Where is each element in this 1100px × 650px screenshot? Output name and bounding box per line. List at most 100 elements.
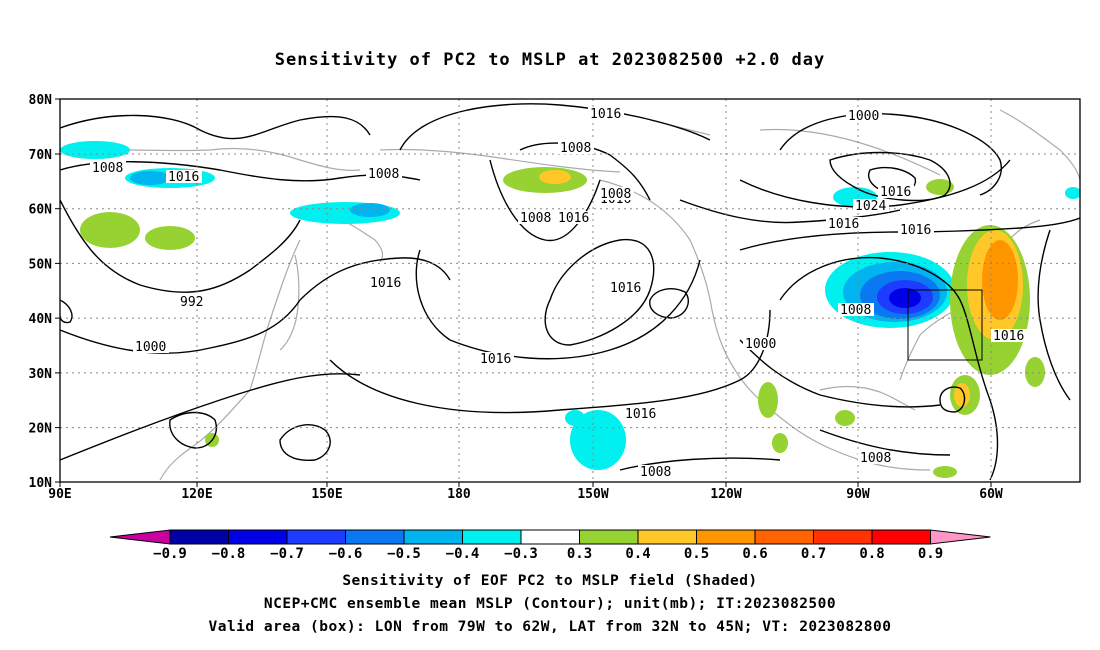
contour-label: 1016: [828, 217, 859, 232]
contour-label: 1000: [745, 337, 776, 352]
lon-tick-label: 90E: [48, 487, 71, 502]
colorbar-label: 0.9: [918, 546, 943, 562]
contour-label-bg: [898, 223, 934, 236]
contour-label: 1016: [625, 407, 656, 422]
chart-title: Sensitivity of PC2 to MSLP at 2023082500…: [274, 50, 826, 70]
contour-label-bg: [608, 281, 644, 294]
lat-tick-label: 40N: [29, 312, 53, 327]
colorbar-swatch: [696, 529, 756, 545]
colorbar-swatch: [813, 529, 873, 545]
colorbar-swatch: [637, 529, 697, 545]
contour-label: 1008: [600, 187, 631, 202]
contour-label-bg: [588, 107, 624, 120]
contour-label: 1008: [92, 161, 123, 176]
colorbar-swatch: [754, 529, 814, 545]
lon-tick-label: 120E: [181, 487, 212, 502]
lat-tick-label: 80N: [29, 93, 53, 108]
contour-label-bg: [853, 199, 889, 212]
contour-label-bg: [166, 170, 202, 183]
lat-tick-label: 30N: [29, 367, 53, 382]
colorbar-label: −0.5: [387, 546, 421, 562]
contour-label: 1008: [520, 211, 551, 226]
colorbar-swatch: [345, 529, 405, 545]
mslp-contours: [60, 103, 1080, 481]
contour-label: 1000: [135, 340, 166, 355]
footer-line-1: Sensitivity of EOF PC2 to MSLP field (Sh…: [342, 573, 758, 589]
colorbar-swatch: [228, 529, 288, 545]
footer-line-2: NCEP+CMC ensemble mean MSLP (Contour); u…: [263, 596, 837, 612]
colorbar-swatch: [286, 529, 346, 545]
contour-label-bg: [623, 407, 659, 420]
contour-label: 1016: [900, 223, 931, 238]
contour-label-bg: [638, 465, 674, 478]
contour-labels: 1016 1008 1016 1008 1016 1008 1016 1016 1008 1000…: [90, 107, 1027, 480]
contour-label: 1016: [590, 107, 621, 122]
colorbar-label: 0.5: [684, 546, 709, 562]
colorbar-swatch: [403, 529, 463, 545]
contour-label: 1016: [370, 276, 401, 291]
contour-label: 1016: [880, 185, 911, 200]
lat-tick-label: 10N: [29, 476, 53, 491]
colorbar-swatch: [520, 529, 580, 545]
map-frame: [59, 98, 1081, 483]
contour-label: 1008: [368, 167, 399, 182]
contour-label: 1016: [993, 329, 1024, 344]
lon-tick-label: 150E: [311, 487, 342, 502]
contour-label-bg: [90, 161, 126, 174]
lat-tick-label: 50N: [29, 257, 53, 272]
contour-label-bg: [858, 451, 894, 464]
contour-label-bg: [878, 185, 914, 198]
contour-label-bg: [743, 337, 779, 350]
contour-label: 1000: [848, 109, 879, 124]
contour-label: 1024: [855, 199, 886, 214]
contour-label-bg: [556, 211, 592, 224]
colorbar-label: −0.4: [446, 546, 480, 562]
colorbar-swatch: [871, 529, 931, 545]
colorbar-label: −0.9: [153, 546, 187, 562]
map-body: 1016 1008 1016 1008 1016 1008 1016 1016 1008 1000…: [60, 99, 1080, 482]
colorbar-swatch: [169, 529, 229, 545]
colorbar-over-arrow: [930, 529, 991, 545]
contour-label-bg: [991, 329, 1027, 342]
grid-lines: [60, 99, 1080, 482]
colorbar-label: 0.8: [859, 546, 884, 562]
colorbar-label: 0.6: [742, 546, 767, 562]
contour-label-bg: [826, 217, 862, 230]
lat-tick-label: 70N: [29, 148, 53, 163]
lon-tick-label: 150W: [577, 487, 608, 502]
contour-label-bg: [366, 167, 402, 180]
contour-label-bg: [133, 340, 169, 353]
colorbar-label: 0.3: [567, 546, 592, 562]
contour-label-bg: [598, 187, 634, 200]
valid-area-box: [907, 289, 983, 361]
contour-label: 1008: [640, 465, 671, 480]
contour-label: 1016: [558, 211, 589, 226]
colorbar-label: 0.7: [801, 546, 826, 562]
contour-label: 1016: [480, 352, 511, 367]
colorbar: −0.9 −0.8 −0.7 −0.6 −0.5 −0.4 −0.3 0.3 0.4 0.5 0.6…: [109, 529, 991, 562]
contour-label: 1008: [860, 451, 891, 466]
contour-label: 1008: [560, 141, 591, 156]
lon-tick-label: 90W: [846, 487, 870, 502]
colorbar-swatch: [579, 529, 639, 545]
contour-label: 1008: [840, 303, 871, 318]
contour-label: 1016: [168, 170, 199, 185]
colorbar-label: −0.7: [270, 546, 304, 562]
lat-tick-label: 60N: [29, 203, 53, 218]
colorbar-label: −0.6: [329, 546, 363, 562]
contour-label-bg: [558, 141, 594, 154]
colorbar-label: 0.4: [625, 546, 650, 562]
colorbar-under-arrow: [109, 529, 171, 545]
colorbar-swatch: [462, 529, 522, 545]
contour-label-bg: [368, 276, 404, 289]
contour-label-bg: [478, 352, 514, 365]
lon-tick-label: 60W: [979, 487, 1003, 502]
lon-tick-label: 180: [447, 487, 471, 502]
contour-label: 992: [180, 295, 203, 310]
footer-line-3: Valid area (box): LON from 79W to 62W, L…: [208, 619, 892, 635]
contour-label-bg: [518, 211, 554, 224]
colorbar-label: −0.3: [504, 546, 538, 562]
contour-label-bg: [846, 109, 882, 122]
